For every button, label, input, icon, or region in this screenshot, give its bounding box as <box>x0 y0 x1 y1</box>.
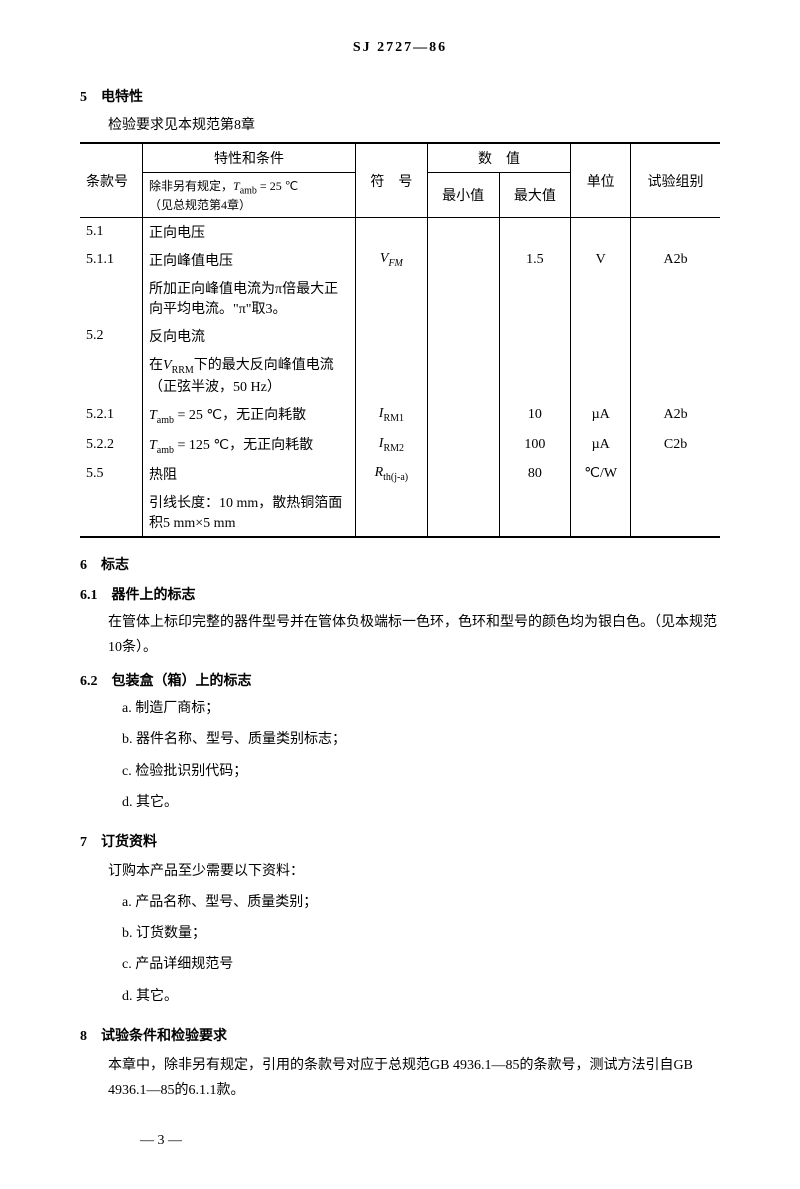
list-item: a. 产品名称、型号、质量类别； <box>122 890 720 915</box>
list-item: b. 订货数量； <box>122 921 720 946</box>
section-6-1-para: 在管体上标印完整的器件型号并在管体负极端标一色环，色环和型号的颜色均为银白色。（… <box>108 610 720 660</box>
th-value-group: 数 值 <box>427 143 571 173</box>
list-item: c. 产品详细规范号 <box>122 952 720 977</box>
table-row: 5.2.1 Tamb = 25 ℃，无正向耗散 IRM1 10 µA A2b <box>80 400 720 430</box>
section-6-2-title: 6.2 包装盒（箱）上的标志 <box>80 670 720 690</box>
th-unit: 单位 <box>571 143 631 218</box>
list-item: d. 其它。 <box>122 984 720 1009</box>
th-group: 试验组别 <box>631 143 720 218</box>
table-row: 所加正向峰值电流为π倍最大正向平均电流。"π"取3。 <box>80 274 720 322</box>
section-6-1-title: 6.1 器件上的标志 <box>80 584 720 604</box>
th-clause: 条款号 <box>80 143 143 218</box>
section-7-title: 7 订货资料 <box>80 831 720 851</box>
list-item: a. 制造厂商标； <box>122 696 720 721</box>
page-number: — 3 — <box>140 1133 720 1149</box>
doc-header-code: SJ 2727—86 <box>80 40 720 56</box>
spec-table: 条款号 特性和条件 符 号 数 值 单位 试验组别 除非另有规定，Tamb = … <box>80 142 720 538</box>
table-row: 5.1.1 正向峰值电压 VFM 1.5 V A2b <box>80 246 720 274</box>
table-row: 5.2 反向电流 <box>80 322 720 350</box>
table-row: 5.1 正向电压 <box>80 218 720 247</box>
table-row: 5.5 热阻 Rth(j-a) 80 ℃/W <box>80 460 720 488</box>
section-6-title: 6 标志 <box>80 554 720 574</box>
list-item: d. 其它。 <box>122 790 720 815</box>
th-cond-sub: 除非另有规定，Tamb = 25 ℃（见总规范第4章） <box>143 173 356 218</box>
table-row: 引线长度：10 mm，散热铜箔面积5 mm×5 mm <box>80 488 720 537</box>
section-5-title: 5 电特性 <box>80 86 720 106</box>
list-item: b. 器件名称、型号、质量类别标志； <box>122 727 720 752</box>
table-row: 5.2.2 Tamb = 125 ℃，无正向耗散 IRM2 100 µA C2b <box>80 430 720 460</box>
th-min: 最小值 <box>427 173 499 218</box>
th-max: 最大值 <box>499 173 571 218</box>
th-cond-title: 特性和条件 <box>143 143 356 173</box>
section-8-title: 8 试验条件和检验要求 <box>80 1025 720 1045</box>
th-symbol: 符 号 <box>356 143 428 218</box>
table-row: 在VRRM下的最大反向峰值电流（正弦半波，50 Hz） <box>80 350 720 400</box>
section-7-intro: 订购本产品至少需要以下资料： <box>108 859 720 884</box>
spec-table-body: 5.1 正向电压 5.1.1 正向峰值电压 VFM 1.5 V A2b 所加正向… <box>80 218 720 537</box>
list-item: c. 检验批识别代码； <box>122 759 720 784</box>
section-8-para: 本章中，除非另有规定，引用的条款号对应于总规范GB 4936.1—85的条款号，… <box>108 1053 720 1103</box>
section-5-intro: 检验要求见本规范第8章 <box>108 114 720 134</box>
